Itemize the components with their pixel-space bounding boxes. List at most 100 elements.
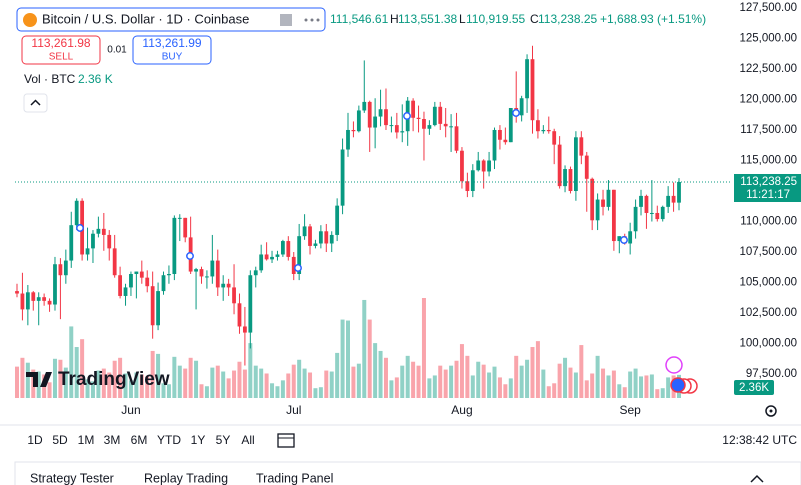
timeframe-button[interactable]: 1D bbox=[27, 433, 43, 447]
panel-tab[interactable]: Strategy Tester bbox=[30, 471, 114, 485]
volume-bar bbox=[421, 298, 426, 398]
timeframe-button[interactable]: All bbox=[241, 433, 254, 447]
volume-bar bbox=[291, 364, 296, 398]
candle-body bbox=[438, 106, 443, 124]
event-marker[interactable] bbox=[403, 112, 411, 120]
y-tick-label: 122,500.00 bbox=[739, 63, 797, 75]
volume-bar bbox=[280, 380, 285, 398]
volume-bar bbox=[69, 326, 74, 398]
volume-bar bbox=[25, 362, 30, 398]
candle-body bbox=[253, 270, 258, 276]
timeframe-button[interactable]: 1M bbox=[78, 433, 95, 447]
event-marker[interactable] bbox=[620, 236, 628, 244]
sell-button[interactable]: 113,261.98 SELL bbox=[21, 35, 101, 65]
volume-bar bbox=[259, 368, 264, 398]
volume-bar bbox=[497, 377, 502, 398]
volume-bar bbox=[156, 353, 161, 398]
volume-bar bbox=[508, 378, 513, 398]
volume-bar bbox=[335, 352, 340, 398]
candle-body bbox=[221, 283, 226, 288]
close-key: C bbox=[530, 12, 539, 26]
timeframe-button[interactable]: 3M bbox=[104, 433, 121, 447]
volume-bar bbox=[563, 357, 568, 398]
volume-bar bbox=[639, 376, 644, 398]
candle-body bbox=[590, 178, 595, 221]
candle-body bbox=[655, 212, 660, 220]
event-icons[interactable] bbox=[665, 356, 698, 394]
volume-bar bbox=[118, 357, 123, 398]
watermark-text: TradingView bbox=[58, 369, 170, 390]
event-marker[interactable] bbox=[76, 224, 84, 232]
timeframe-button[interactable]: YTD bbox=[157, 433, 181, 447]
x-tick-label: Jul bbox=[286, 403, 301, 417]
candle-body bbox=[243, 326, 247, 333]
volume-label: 2.36K bbox=[739, 382, 769, 394]
event-marker[interactable] bbox=[294, 264, 302, 272]
volume-bar bbox=[150, 350, 155, 398]
event-marker[interactable] bbox=[512, 109, 520, 117]
volume-bar bbox=[112, 360, 117, 398]
collapse-button[interactable] bbox=[23, 93, 48, 113]
volume-bar bbox=[297, 359, 302, 398]
volume-bar bbox=[411, 361, 416, 398]
event-marker[interactable] bbox=[186, 252, 194, 260]
volume-bar bbox=[649, 374, 654, 398]
volume-bar bbox=[373, 343, 378, 398]
volume-bar bbox=[503, 384, 508, 398]
panel-tab[interactable]: Replay Trading bbox=[144, 471, 228, 485]
x-tick-label: Jun bbox=[121, 403, 140, 417]
settings-icon[interactable] bbox=[765, 405, 777, 417]
volume-bar bbox=[324, 370, 329, 398]
candle-body bbox=[644, 195, 649, 213]
volume-bar bbox=[172, 356, 177, 398]
watermark: TradingView bbox=[26, 369, 170, 390]
candle-body bbox=[530, 59, 535, 121]
candle-body bbox=[259, 254, 264, 271]
volume-bar bbox=[644, 375, 649, 398]
bottom-panel bbox=[14, 461, 801, 485]
timeframe-button[interactable]: 5D bbox=[52, 433, 68, 447]
symbol-box[interactable] bbox=[16, 7, 326, 32]
volume-legend-value: 2.36 K bbox=[78, 72, 113, 86]
timeframe-button[interactable]: 6M bbox=[131, 433, 148, 447]
buy-button[interactable]: 113,261.99 BUY bbox=[132, 35, 212, 65]
candle-body bbox=[335, 205, 340, 235]
candle-body bbox=[280, 241, 285, 255]
candle-body bbox=[318, 231, 323, 244]
candle-body bbox=[264, 254, 269, 260]
candle-body bbox=[63, 260, 68, 276]
volume-bar bbox=[248, 343, 253, 398]
sell-label: SELL bbox=[49, 52, 74, 63]
candle-body bbox=[275, 254, 280, 257]
y-tick-label: 107,500.00 bbox=[739, 246, 797, 258]
low-key: L bbox=[459, 12, 466, 26]
volume-bar bbox=[541, 369, 546, 398]
expand-panel[interactable] bbox=[750, 474, 764, 483]
volume-bar bbox=[519, 365, 524, 398]
volume-bar bbox=[232, 370, 237, 398]
volume-bar bbox=[47, 382, 52, 398]
y-tick-label: 110,000.00 bbox=[740, 216, 797, 228]
panel-tab[interactable]: Trading Panel bbox=[256, 471, 333, 485]
volume-bar bbox=[139, 374, 144, 398]
candle-body bbox=[215, 260, 220, 288]
y-tick-label: 102,500.00 bbox=[739, 307, 797, 319]
change: +1,688.93 (+1.51%) bbox=[600, 12, 706, 26]
candle-body bbox=[226, 283, 231, 288]
timeframe-button[interactable]: 5Y bbox=[216, 433, 231, 447]
candle-body bbox=[324, 231, 329, 244]
volume-bar bbox=[313, 388, 318, 398]
date-range-icon[interactable] bbox=[277, 433, 295, 448]
volume-bar bbox=[286, 373, 291, 398]
candle-body bbox=[503, 139, 508, 143]
candle-body bbox=[541, 129, 546, 132]
candle-body bbox=[362, 101, 367, 111]
volume-bar bbox=[270, 383, 275, 398]
timeframe-bar: 1D 5D 1M 3M 6M YTD 1Y 5Y All bbox=[27, 433, 254, 447]
x-tick-label: Sep bbox=[619, 403, 641, 417]
timeframe-button[interactable]: 1Y bbox=[191, 433, 206, 447]
close-value: 113,238.25 bbox=[538, 12, 597, 26]
flag-icon[interactable] bbox=[280, 14, 292, 26]
candle-body bbox=[411, 100, 416, 118]
